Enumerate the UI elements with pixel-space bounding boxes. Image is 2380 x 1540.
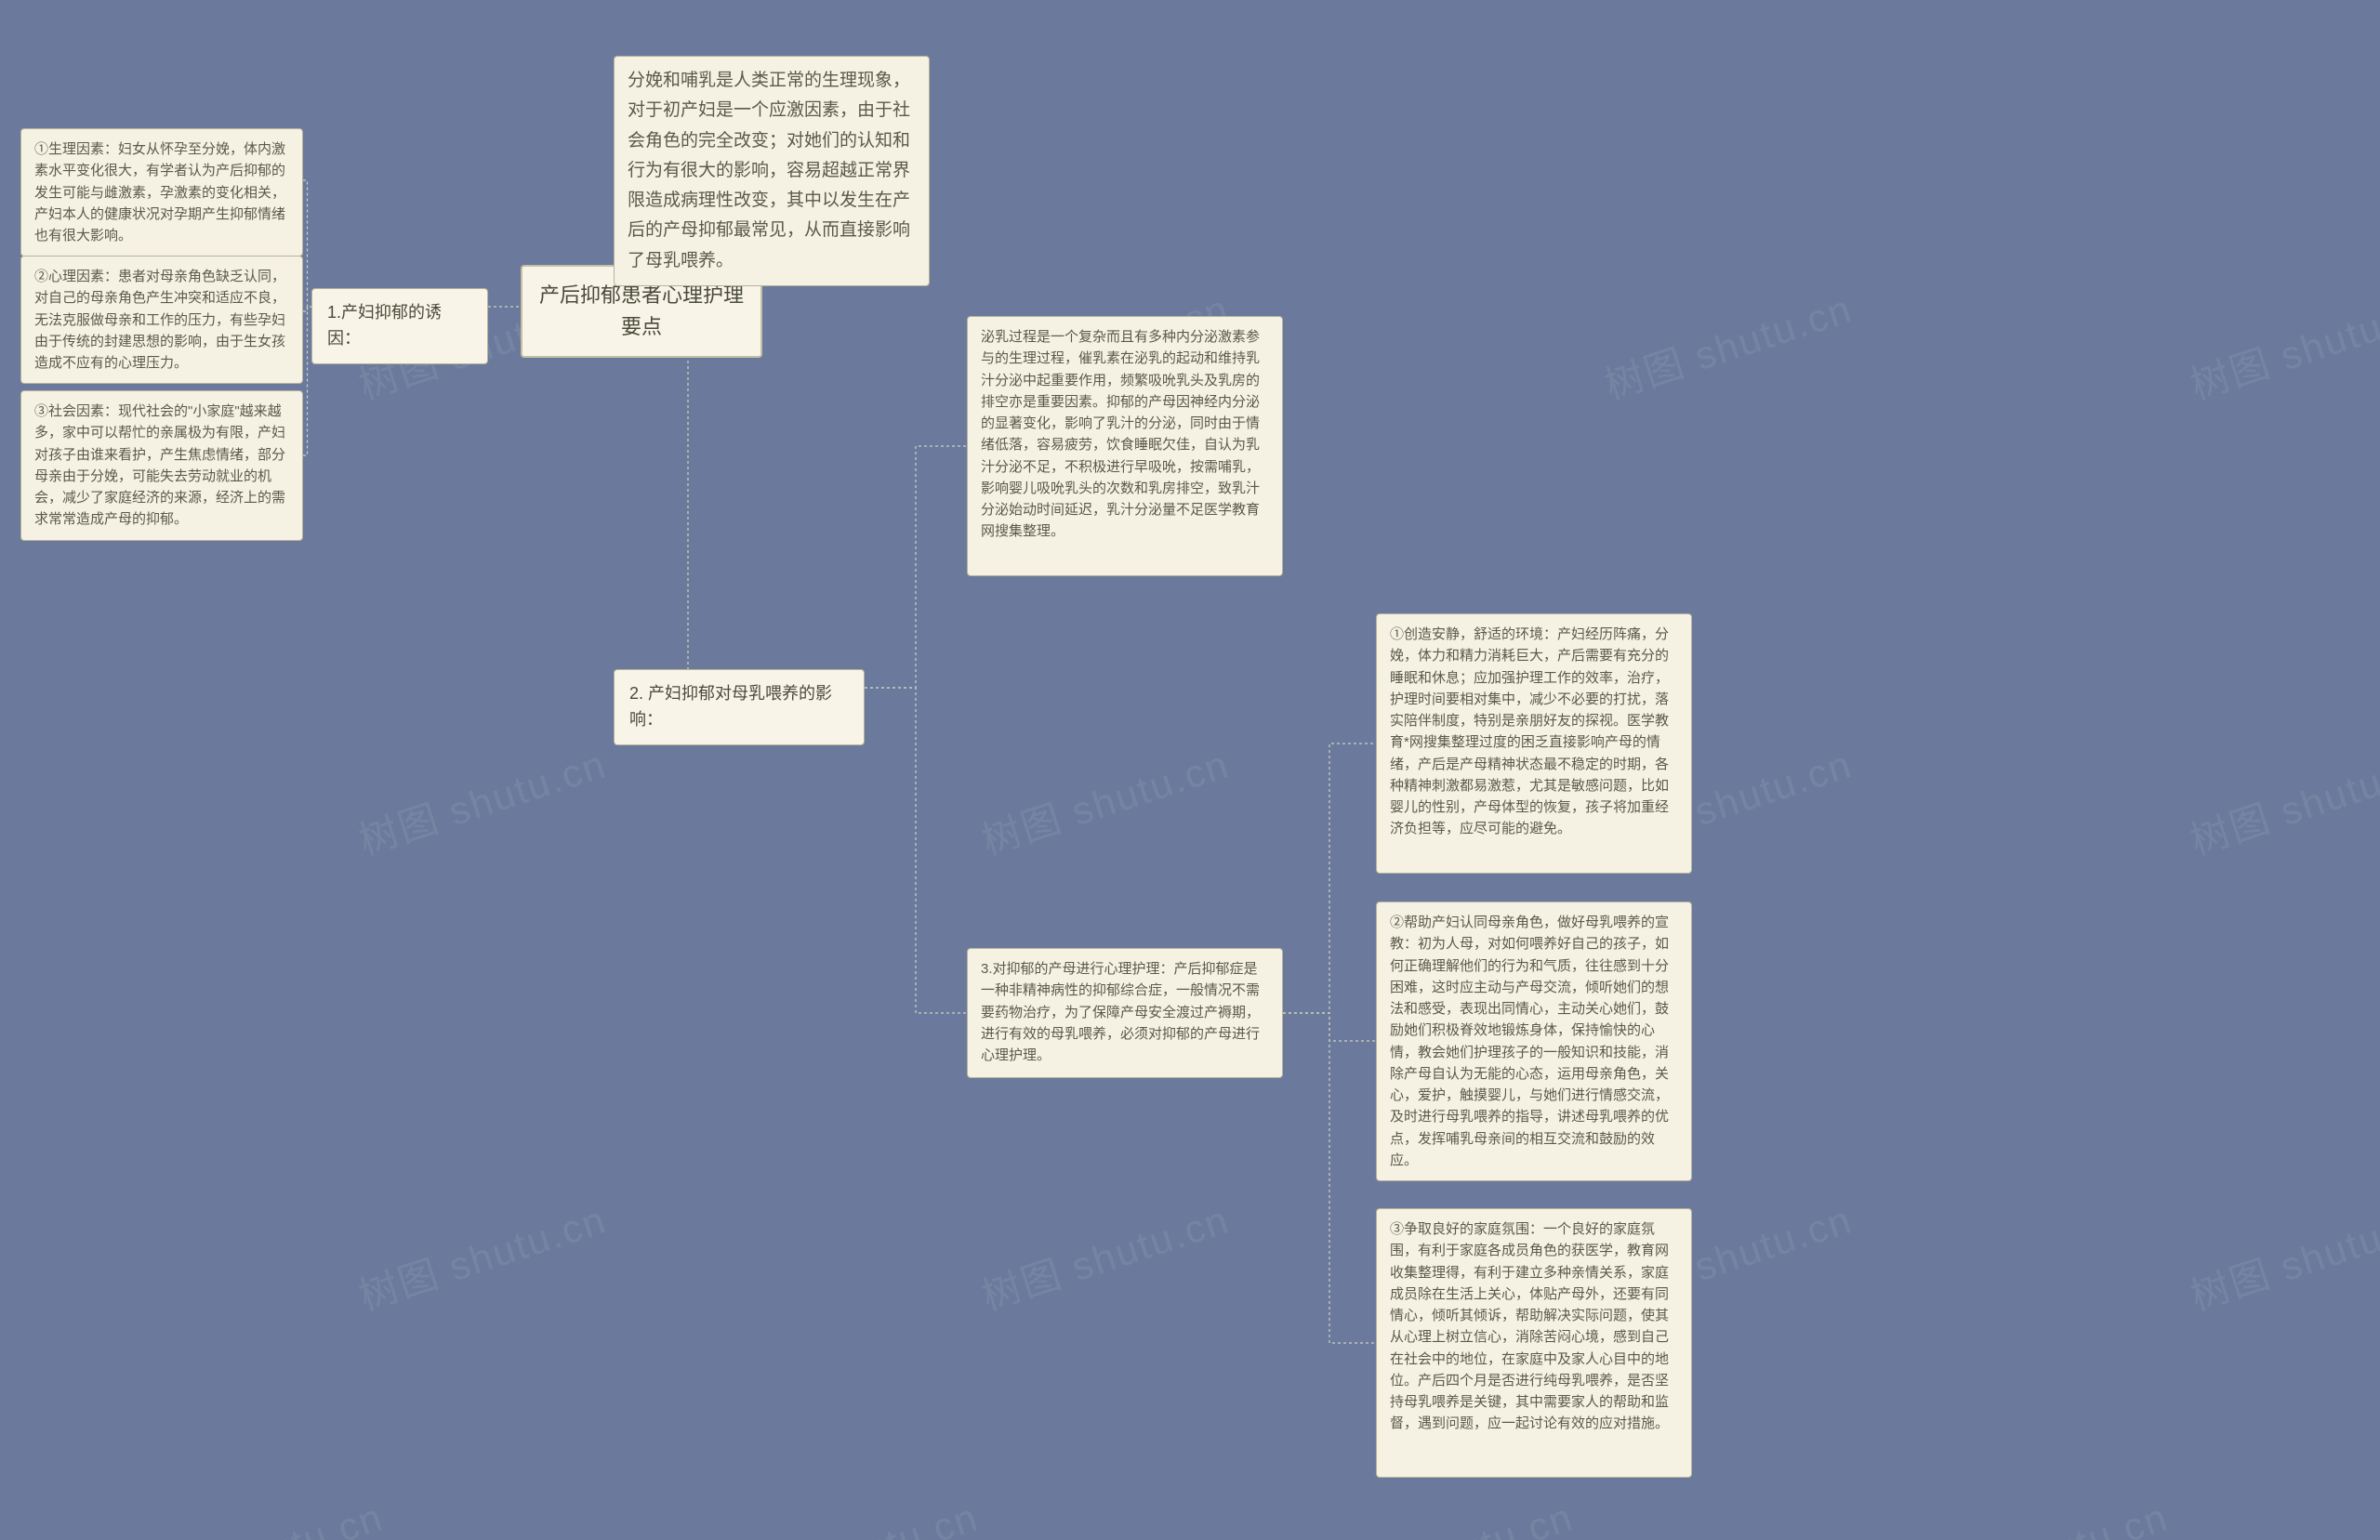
leaf-cause-social: ③社会因素：现代社会的"小家庭"越来越多，家中可以帮忙的亲属极为有限，产妇对孩子… [20,390,303,541]
leaf-cause-psych: ②心理因素：患者对母亲角色缺乏认同，对自己的母亲角色产生冲突和适应不良，无法克服… [20,256,303,384]
leaf-impact-lactation: 泌乳过程是一个复杂而且有多种内分泌激素参与的生理过程，催乳素在泌乳的起动和维持乳… [967,316,1283,576]
leaf-text: ①生理因素：妇女从怀孕至分娩，体内激素水平变化很大，有学者认为产后抑郁的发生可能… [34,141,285,244]
connector-lines [0,0,2380,1540]
watermark-text: 树图 shutu.cn [722,1486,985,1540]
leaf-nursing-family: ③争取良好的家庭氛围：一个良好的家庭氛围，有利于家庭各成员角色的获医学，教育网收… [1376,1208,1692,1478]
center-text: 产后抑郁患者心理护理要点 [539,283,744,338]
branch-2-label: 2. 产妇抑郁对母乳喂养的影响： [629,684,832,729]
intro-text: 分娩和哺乳是人类正常的生理现象，对于初产妇是一个应激因素，由于社会角色的完全改变… [628,71,910,270]
watermark-text: 树图 shutu.cn [1912,1486,2175,1540]
intro-node: 分娩和哺乳是人类正常的生理现象，对于初产妇是一个应激因素，由于社会角色的完全改变… [614,56,930,286]
watermark-text: 树图 shutu.cn [1317,1486,1580,1540]
branch-3-label: 3.对抑郁的产母进行心理护理：产后抑郁症是一种非精神病性的抑郁综合症，一般情况不… [981,961,1260,1063]
watermark-text: 树图 shutu.cn [2182,1189,2380,1322]
watermark-text: 树图 shutu.cn [350,733,613,866]
watermark-text: 树图 shutu.cn [973,733,1236,866]
leaf-nursing-env: ①创造安静，舒适的环境：产妇经历阵痛，分娩，体力和精力消耗巨大，产后需要有充分的… [1376,613,1692,874]
branch-3-nursing: 3.对抑郁的产母进行心理护理：产后抑郁症是一种非精神病性的抑郁综合症，一般情况不… [967,948,1283,1078]
watermark-text: 树图 shutu.cn [2182,278,2380,411]
watermark-text: 树图 shutu.cn [350,1189,613,1322]
watermark-text: 树图 shutu.cn [2182,733,2380,866]
leaf-cause-physio: ①生理因素：妇女从怀孕至分娩，体内激素水平变化很大，有学者认为产后抑郁的发生可能… [20,128,303,257]
branch-2-impact: 2. 产妇抑郁对母乳喂养的影响： [614,669,865,745]
leaf-text: ②帮助产妇认同母亲角色，做好母乳喂养的宣教：初为人母，对如何喂养好自己的孩子，如… [1390,915,1669,1168]
leaf-nursing-role: ②帮助产妇认同母亲角色，做好母乳喂养的宣教：初为人母，对如何喂养好自己的孩子，如… [1376,902,1692,1181]
leaf-text: ①创造安静，舒适的环境：产妇经历阵痛，分娩，体力和精力消耗巨大，产后需要有充分的… [1390,626,1669,836]
branch-1-label: 1.产妇抑郁的诱因： [327,303,442,348]
leaf-text: ③争取良好的家庭氛围：一个良好的家庭氛围，有利于家庭各成员角色的获医学，教育网收… [1390,1221,1669,1431]
leaf-text: 泌乳过程是一个复杂而且有多种内分泌激素参与的生理过程，催乳素在泌乳的起动和维持乳… [981,329,1260,539]
watermark-text: 树图 shutu.cn [973,1189,1236,1322]
watermark-text: 树图 shutu.cn [1596,278,1858,411]
branch-1-causes: 1.产妇抑郁的诱因： [311,288,488,364]
leaf-text: ③社会因素：现代社会的"小家庭"越来越多，家中可以帮忙的亲属极为有限，产妇对孩子… [34,403,285,527]
watermark-text: 树图 shutu.cn [127,1486,390,1540]
leaf-text: ②心理因素：患者对母亲角色缺乏认同，对自己的母亲角色产生冲突和适应不良，无法克服… [34,269,285,371]
